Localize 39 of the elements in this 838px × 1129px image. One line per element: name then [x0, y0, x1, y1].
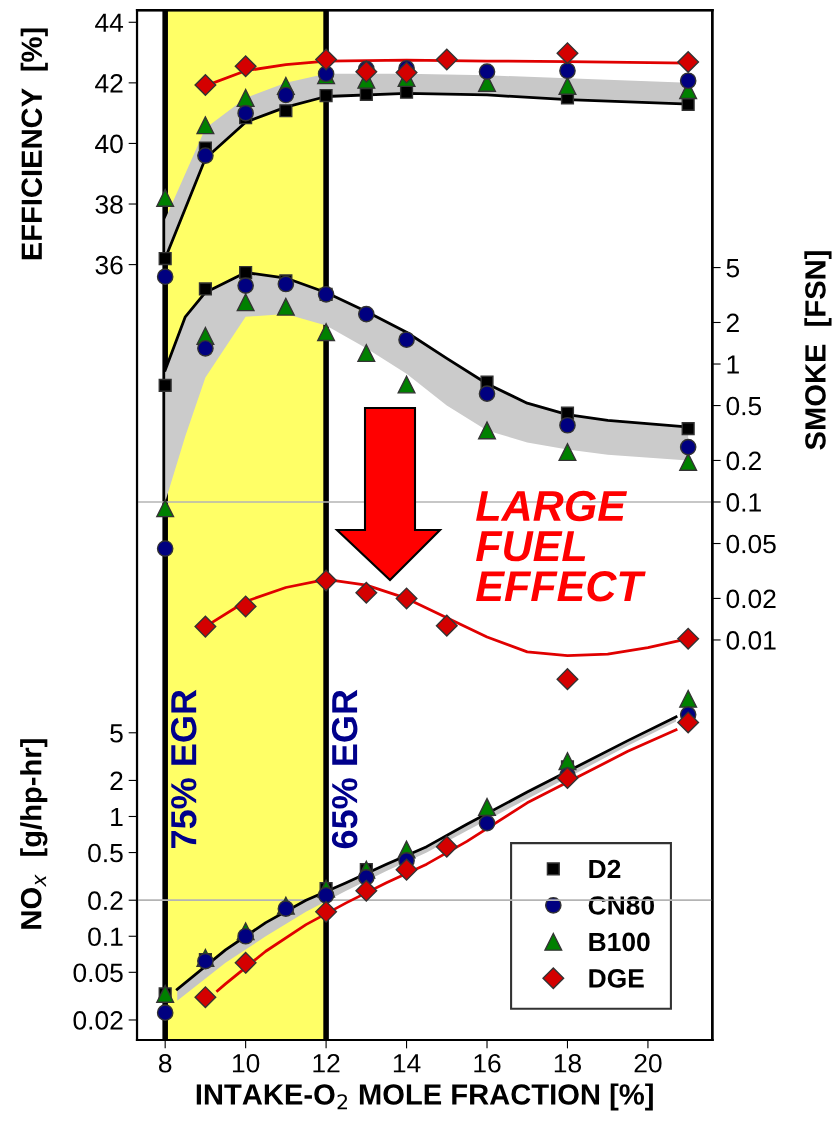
- y-tick-label: 40: [95, 134, 123, 154]
- y-tick-label: 2: [110, 771, 123, 790]
- y-tick-label: 0.1: [88, 927, 123, 947]
- y2-tick-label: 0.5: [726, 396, 762, 416]
- y2-tick-label: 0.05: [726, 534, 776, 554]
- y-tick-label: 0.2: [88, 891, 123, 911]
- y-tick-label: 1: [111, 807, 123, 827]
- x-tick-label: 10: [232, 1053, 260, 1073]
- y-tick-label: 0.02: [73, 1011, 123, 1030]
- y-tick-label: 0.5: [88, 843, 123, 863]
- legend-label: DGE: [589, 969, 644, 988]
- ref-line-label: 75% EGR: [170, 689, 197, 848]
- y-tick-label: 0.05: [73, 963, 123, 983]
- y-tick-label: 42: [95, 73, 123, 93]
- ref-line-label: 65% EGR: [331, 689, 358, 849]
- y2-tick-label: 0.1: [726, 493, 761, 512]
- y-tick-label: 44: [95, 13, 124, 32]
- y2-tick-label: 0.01: [726, 631, 776, 650]
- y2-tick-label: 2: [726, 313, 739, 333]
- y-tick-label: 5: [110, 724, 123, 743]
- annotation: LARGE FUEL EFFECT: [476, 490, 646, 602]
- x-tick-label: 18: [554, 1053, 581, 1073]
- y-tick-label: 38: [95, 195, 123, 214]
- y2-axis-title: SMOKE [FSN]: [804, 251, 832, 450]
- y2-tick-label: 0.02: [726, 589, 776, 609]
- y-axis-title: EFFICIENCY [%]: [20, 28, 48, 260]
- y-tick-label: 36: [95, 255, 123, 275]
- y2-tick-label: 0.2: [726, 451, 761, 471]
- y-axis-title: NO$_{x}$ [g/hp-hr]: [20, 739, 48, 929]
- x-tick-label: 14: [393, 1054, 421, 1073]
- legend-label: B100: [589, 932, 650, 952]
- y2-tick-label: 5: [726, 258, 740, 278]
- x-tick-label: 16: [474, 1053, 501, 1073]
- x-tick-label: 8: [158, 1053, 172, 1073]
- x-tick-label: 20: [634, 1053, 662, 1073]
- x-tick-label: 12: [313, 1053, 340, 1073]
- x-axis-title: INTAKE-O$_{2}$ MOLE FRACTION [%]: [196, 1083, 653, 1111]
- legend-label: D2: [589, 859, 621, 879]
- y2-tick-label: 1: [727, 355, 739, 374]
